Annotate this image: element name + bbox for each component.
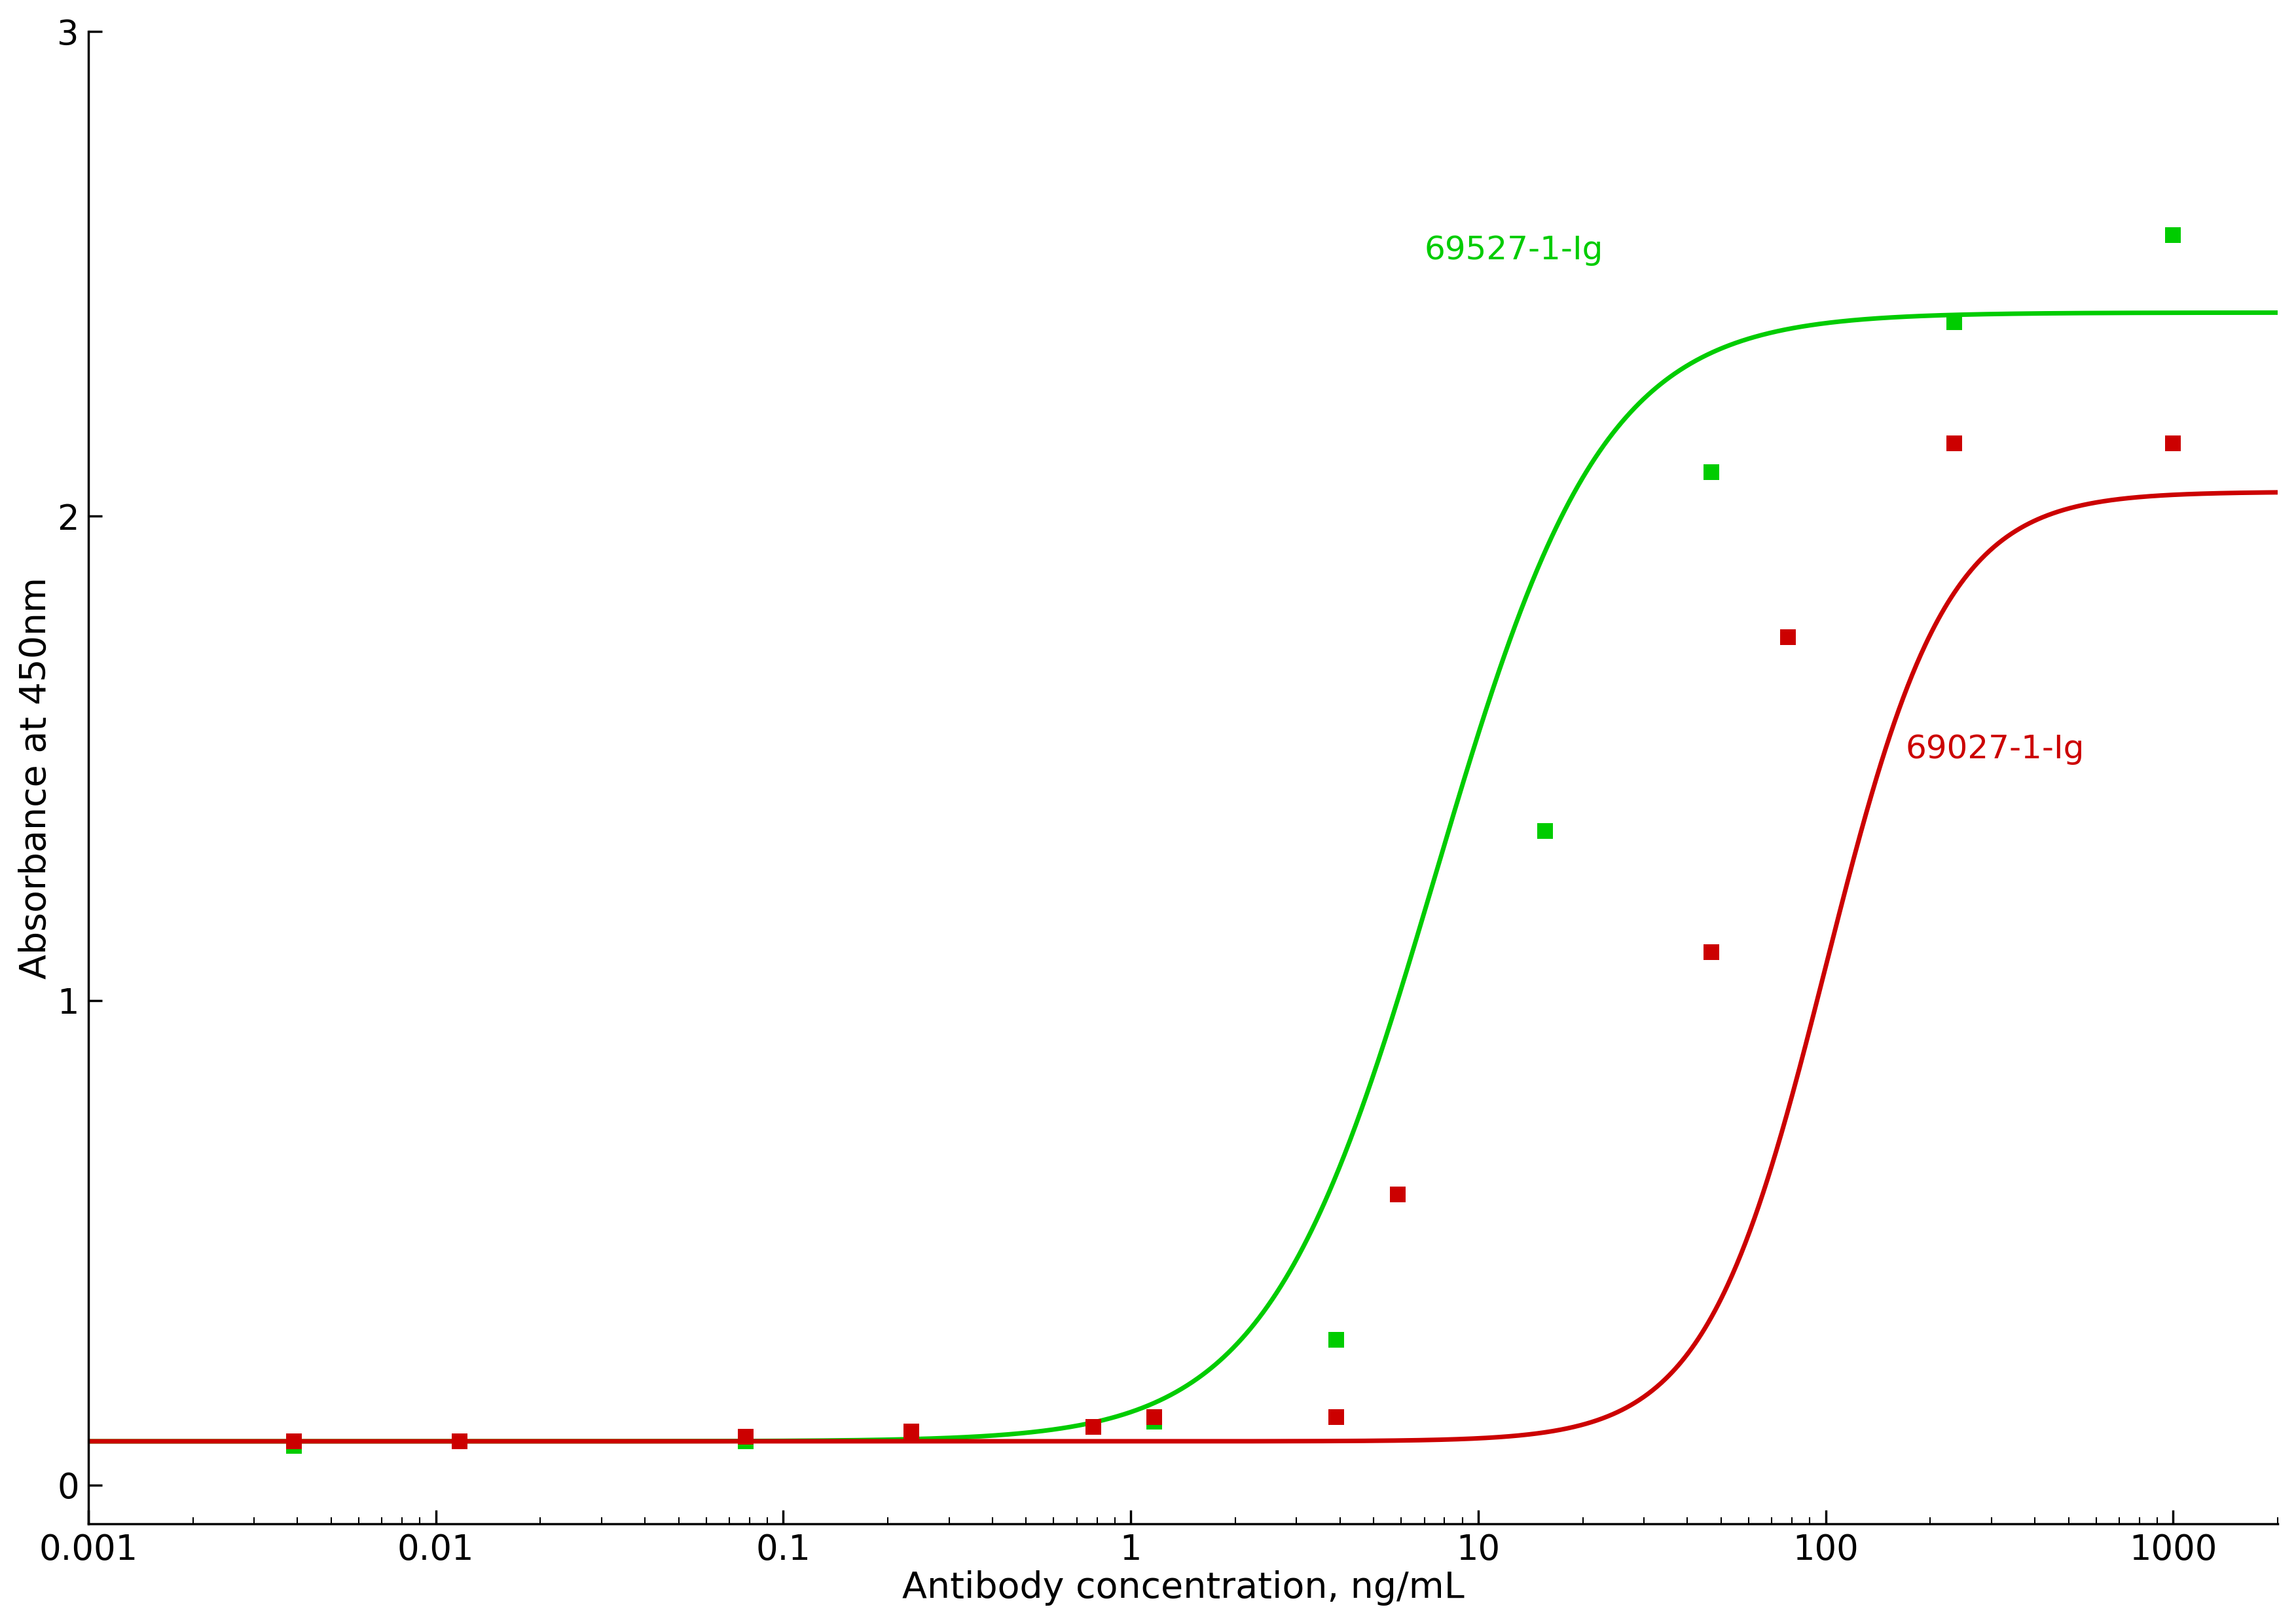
Point — [1318, 1405, 1355, 1431]
Point — [1137, 1410, 1173, 1436]
Point — [1527, 818, 1564, 844]
Point — [1692, 939, 1729, 965]
Point — [441, 1429, 478, 1455]
Point — [1075, 1415, 1111, 1440]
Point — [441, 1429, 478, 1455]
Text: 69527-1-Ig: 69527-1-Ig — [1424, 234, 1603, 266]
Point — [1692, 460, 1729, 486]
X-axis label: Antibody concentration, ng/mL: Antibody concentration, ng/mL — [902, 1570, 1465, 1606]
Point — [1936, 430, 1972, 456]
Point — [2156, 430, 2193, 456]
Point — [1770, 624, 1807, 650]
Point — [276, 1432, 312, 1458]
Point — [728, 1429, 765, 1455]
Point — [2156, 222, 2193, 248]
Point — [893, 1419, 930, 1445]
Point — [893, 1419, 930, 1445]
Point — [728, 1424, 765, 1450]
Point — [276, 1429, 312, 1455]
Text: 69027-1-Ig: 69027-1-Ig — [1906, 734, 2085, 765]
Point — [1318, 1327, 1355, 1353]
Point — [1936, 309, 1972, 335]
Y-axis label: Absorbance at 450nm: Absorbance at 450nm — [18, 577, 53, 979]
Point — [1075, 1415, 1111, 1440]
Point — [1137, 1405, 1173, 1431]
Point — [1380, 1181, 1417, 1207]
